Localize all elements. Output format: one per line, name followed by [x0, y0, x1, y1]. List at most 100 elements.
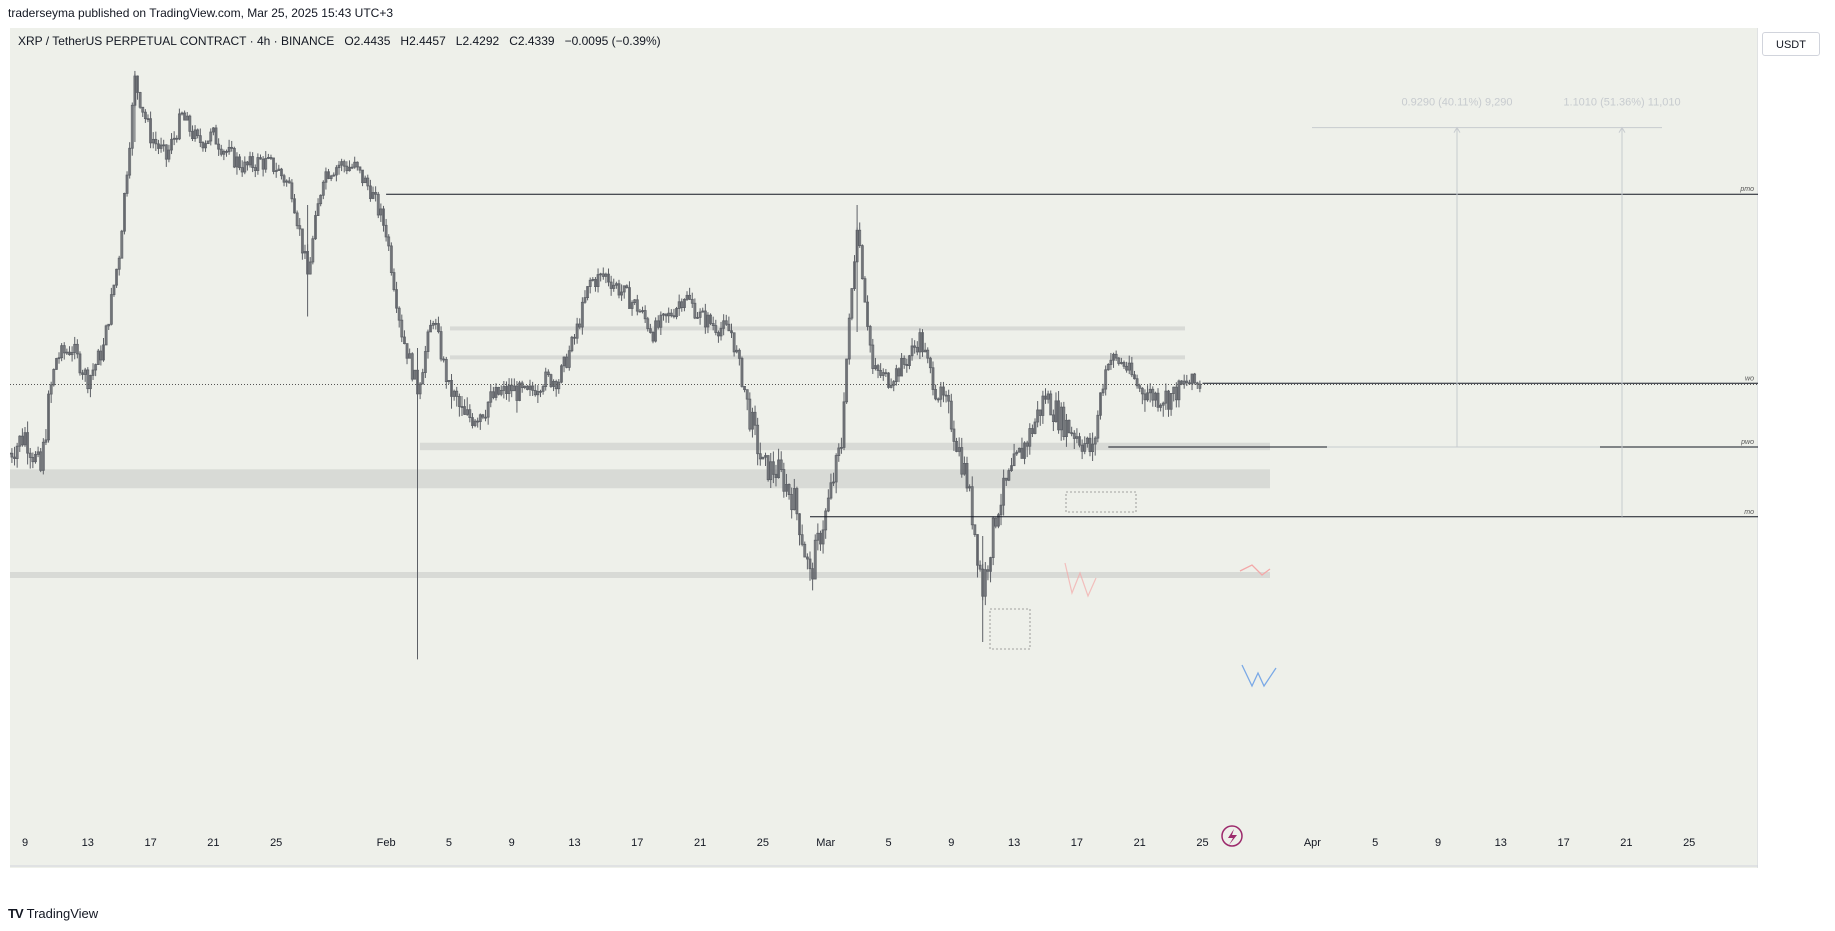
candle-body — [345, 165, 349, 172]
candle-body — [774, 473, 778, 478]
candle-body — [452, 390, 456, 397]
candle-body — [840, 447, 843, 449]
candle-body — [389, 245, 393, 273]
candle-body — [628, 287, 631, 309]
candle-body — [795, 488, 799, 515]
chart-panel[interactable]: 3.40003.30003.20003.10003.00002.90002.80… — [10, 28, 1758, 868]
candle-body — [269, 157, 273, 159]
candle-body — [410, 353, 414, 380]
candle-body — [434, 322, 438, 325]
lightning-icon — [1221, 825, 1243, 847]
candle-body — [52, 369, 56, 386]
candle-body — [798, 513, 801, 536]
candle-body — [222, 150, 226, 155]
candle-body — [1172, 386, 1176, 394]
candle-body — [91, 369, 95, 376]
open-value: 2.4435 — [353, 34, 391, 48]
projection-arrowhead — [1453, 126, 1461, 133]
candle-body — [41, 441, 45, 471]
candle-body — [578, 323, 582, 328]
x-tick-label: 17 — [1071, 837, 1083, 849]
candle-body — [724, 320, 728, 325]
currency-button[interactable]: USDT — [1762, 32, 1820, 56]
candle-body — [646, 318, 650, 330]
candle-body — [1122, 362, 1126, 367]
candle-body — [1004, 477, 1008, 481]
candle-body — [1117, 357, 1121, 364]
candle-body — [285, 180, 289, 183]
candle-body — [240, 167, 244, 173]
candle-body — [447, 380, 451, 382]
x-tick-label: 21 — [1620, 837, 1632, 849]
candle-body — [468, 409, 472, 418]
candle-body — [65, 351, 69, 354]
candle-body — [866, 301, 869, 327]
candle-body — [1075, 436, 1079, 439]
level-label: pwo — [1740, 439, 1754, 446]
candle-body — [845, 358, 849, 403]
candle-body — [120, 230, 124, 259]
candle-body — [138, 92, 142, 108]
candle-body — [824, 510, 828, 531]
candle-body — [293, 198, 296, 214]
candle-body — [384, 224, 388, 238]
candle-body — [175, 137, 179, 140]
candle-body — [601, 273, 605, 277]
candle-body — [300, 228, 304, 254]
candle-body — [49, 384, 53, 395]
candle-body — [457, 395, 461, 407]
candle-body — [159, 144, 163, 149]
candle-body — [607, 273, 610, 283]
candle-body — [949, 400, 953, 430]
candle-body — [115, 268, 118, 286]
candles — [10, 70, 1202, 660]
candle-body — [36, 451, 40, 455]
price-chart[interactable]: 3.40003.30003.20003.10003.00002.90002.80… — [10, 28, 1758, 868]
candle-body — [714, 325, 718, 333]
candle-body — [1195, 382, 1199, 385]
candle-body — [552, 380, 555, 387]
candle-body — [102, 344, 105, 361]
candle-body — [651, 332, 655, 342]
candle-body — [1078, 436, 1081, 446]
candle-body — [863, 278, 867, 303]
candle-body — [620, 291, 623, 296]
candle-body — [1106, 364, 1110, 371]
candle-body — [819, 532, 822, 545]
candle-body — [957, 447, 961, 452]
candle-body — [735, 349, 739, 353]
candle-body — [991, 517, 995, 559]
x-tick-label: 9 — [948, 837, 954, 849]
candle-body — [227, 146, 231, 153]
candle-body — [57, 357, 61, 360]
candle-body — [842, 401, 846, 448]
candle-body — [73, 343, 77, 353]
candle-body — [800, 534, 804, 545]
tradingview-brand: TradingView — [26, 906, 99, 921]
candle-body — [316, 203, 320, 216]
candle-body — [348, 166, 351, 172]
time-axis: 9 13 17 21 25 Feb 5 9 13 17 21 25 Mar 5 9 13 17 21 25 Apr 5 9… — [10, 837, 1758, 867]
candle-body — [248, 156, 252, 166]
candle-body — [146, 118, 150, 121]
candle-body — [164, 144, 168, 160]
candle-body — [99, 350, 103, 361]
candle-body — [282, 175, 286, 183]
candle-body — [1143, 393, 1147, 401]
candle-body — [942, 386, 945, 396]
candle-body — [368, 185, 372, 199]
x-tick-label: 25 — [270, 837, 282, 849]
candle-body — [573, 336, 576, 339]
x-tick-label: 21 — [694, 837, 706, 849]
candle-body — [813, 539, 817, 580]
candle-body — [246, 161, 249, 166]
candle-body — [596, 274, 600, 287]
candle-body — [1007, 470, 1011, 481]
candle-body — [1010, 465, 1013, 471]
published-by-text: traderseyma published on TradingView.com… — [8, 6, 393, 20]
candle-body — [829, 482, 833, 499]
candle-body — [1002, 477, 1006, 506]
tradingview-footer[interactable]: TV TradingView — [8, 906, 98, 921]
candle-body — [1051, 414, 1055, 423]
candle-body — [761, 456, 765, 460]
